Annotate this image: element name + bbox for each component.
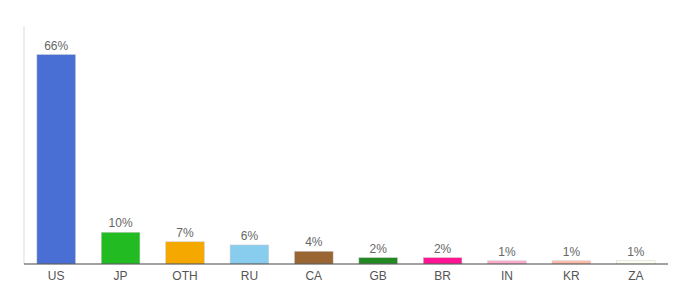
data-label: 10%	[109, 216, 133, 230]
x-tick-label: BR	[434, 269, 451, 283]
bar	[294, 251, 333, 264]
data-label: 4%	[305, 235, 323, 249]
data-label: 1%	[498, 245, 516, 259]
data-label: 2%	[434, 242, 452, 256]
bar	[359, 258, 398, 264]
bars	[37, 55, 655, 264]
data-label: 6%	[241, 229, 259, 243]
x-axis-line	[24, 264, 668, 265]
x-tick-label: CA	[305, 269, 322, 283]
x-tick-label: RU	[241, 269, 258, 283]
chart-svg: US JP OTH RU CA GB BR IN KR ZA 66% 10% 7% 6% 4% 2% 2% 1% 1…	[0, 0, 680, 300]
bar	[166, 242, 205, 264]
y-axis-line	[24, 26, 25, 264]
x-tick-label: OTH	[172, 269, 197, 283]
x-tick-label: US	[48, 269, 65, 283]
bar	[37, 55, 76, 264]
bar	[101, 232, 140, 264]
data-label: 1%	[563, 245, 581, 259]
chart-container: US JP OTH RU CA GB BR IN KR ZA 66% 10% 7% 6% 4% 2% 2% 1% 1…	[0, 0, 680, 300]
x-tick-label: ZA	[628, 269, 643, 283]
x-tick-label: KR	[563, 269, 580, 283]
data-label: 66%	[44, 39, 68, 53]
x-tick-label: GB	[370, 269, 387, 283]
bar	[230, 245, 269, 264]
data-label: 1%	[627, 245, 645, 259]
data-label: 7%	[176, 226, 194, 240]
data-label: 2%	[370, 242, 388, 256]
bar	[423, 258, 462, 264]
x-tick-label: IN	[501, 269, 513, 283]
x-tick-label: JP	[114, 269, 128, 283]
